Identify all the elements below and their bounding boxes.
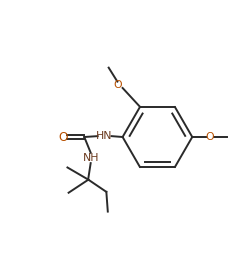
Text: NH: NH xyxy=(82,153,98,163)
Text: HN: HN xyxy=(96,130,112,141)
Text: O: O xyxy=(112,80,121,90)
Text: O: O xyxy=(58,130,68,144)
Text: O: O xyxy=(204,132,213,142)
